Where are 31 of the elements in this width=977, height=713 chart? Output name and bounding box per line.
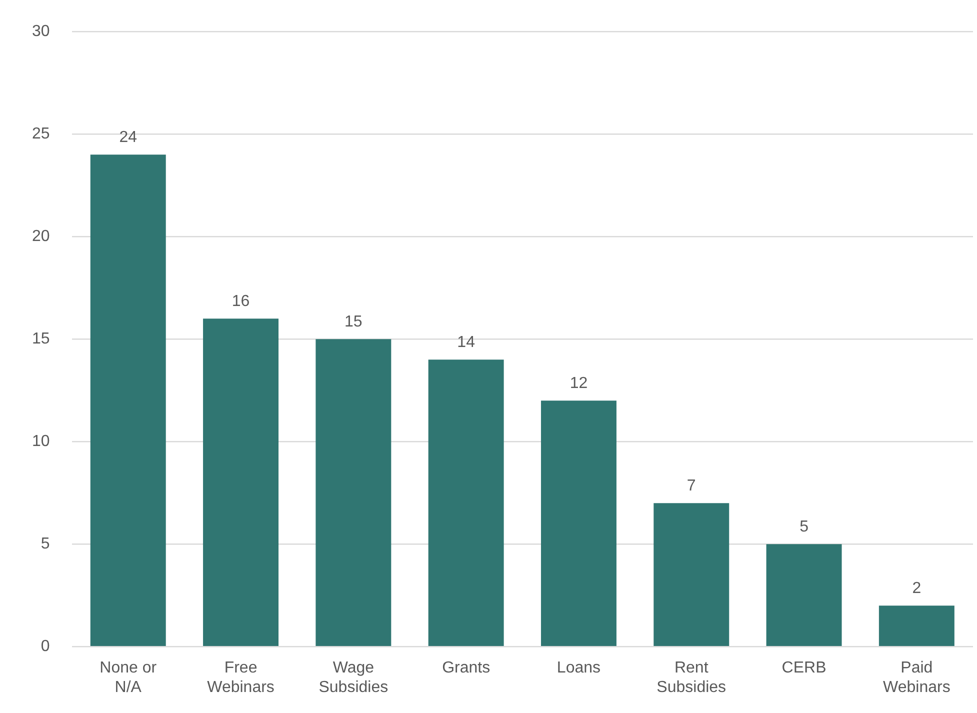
data-label: 24 [119,129,138,146]
bar [878,606,954,646]
data-label: 15 [344,314,362,331]
bar [766,544,842,646]
data-label: 14 [457,334,476,352]
data-label: 7 [686,478,696,495]
data-label: 16 [232,293,250,310]
x-tick-label: Wage Subsidies [318,660,388,696]
y-tick-label: 0 [40,638,50,656]
x-tick-label: Paid Webinars [883,660,950,696]
y-tick-label: 25 [32,126,50,143]
x-tick-label: Free Webinars [207,660,274,696]
data-label: 5 [800,518,809,536]
bar [540,400,616,646]
bar [654,503,730,646]
y-tick-label: 15 [32,330,50,348]
y-tick-label: 30 [32,23,50,40]
x-tick-label: None or N/A [100,660,158,696]
data-label: 2 [912,580,922,598]
x-tick-label: Grants [442,660,490,677]
bar [90,154,166,646]
y-tick-label: 20 [32,228,50,246]
bar [428,360,504,646]
x-tick-label: Loans [556,660,601,677]
y-tick-label: 5 [40,536,50,553]
data-label: 12 [570,375,588,392]
y-tick-label: 10 [32,433,50,450]
x-tick-label: CERB [782,660,826,677]
bar [316,339,392,646]
x-tick-label: Rent Subsidies [656,660,726,696]
bar [203,318,279,646]
